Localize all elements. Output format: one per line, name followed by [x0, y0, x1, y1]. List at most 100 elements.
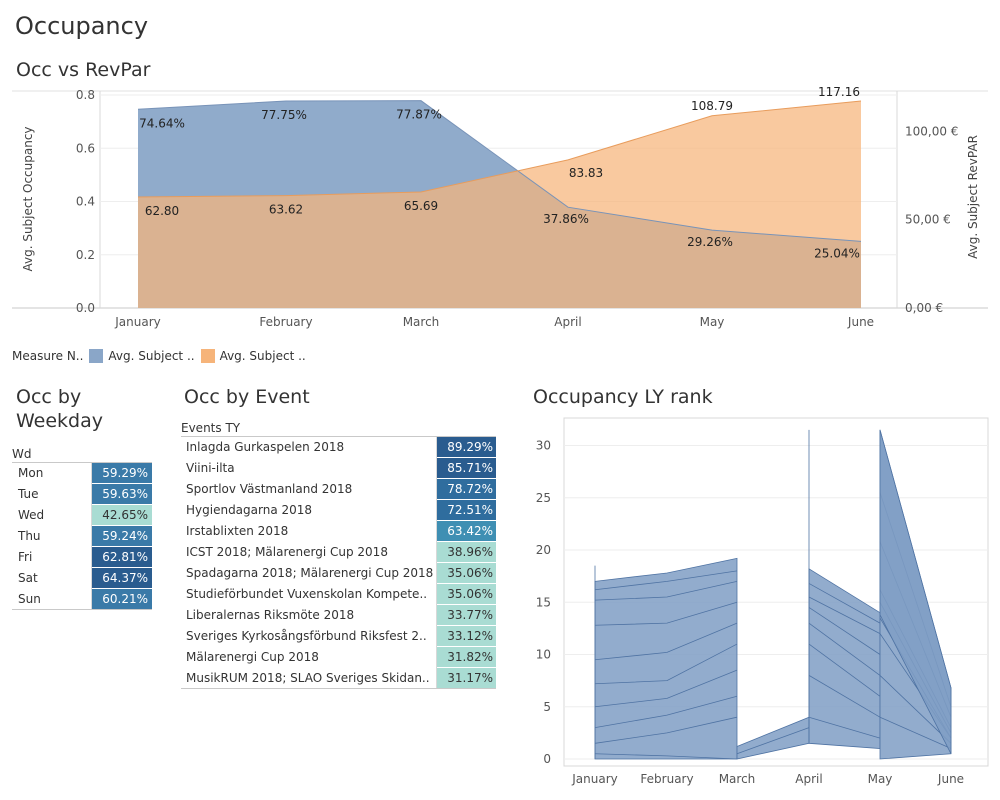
rank-band — [736, 716, 810, 760]
event-row-label: MusikRUM 2018; SLAO Sveriges Skidan.. — [181, 667, 437, 689]
right-axis-label: Avg. Subject RevPAR — [966, 135, 980, 259]
weekday-row-label: Mon — [12, 462, 93, 484]
event-row-label: Spadagarna 2018; Mälarenergi Cup 2018 — [181, 562, 437, 584]
rank-series-line — [594, 669, 738, 708]
event-row[interactable]: Mälarenergi Cup 2018 31.82% — [181, 646, 496, 668]
rank-x-tick-label: February — [640, 772, 693, 786]
weekday-row[interactable]: Fri 62.81% — [12, 546, 152, 568]
event-row-value: 35.06% — [436, 583, 496, 605]
event-row[interactable]: Inlagda Gurkaspelen 2018 89.29% — [181, 436, 496, 458]
rank-series-line — [879, 716, 952, 749]
x-tick-label: March — [403, 315, 440, 329]
legend-swatch-revpar — [200, 349, 215, 363]
occupancy-data-label: 29.26% — [687, 235, 733, 249]
occupancy-data-label: 77.75% — [261, 108, 307, 122]
event-row-value: 31.82% — [436, 646, 496, 668]
weekday-row-value: 62.81% — [91, 546, 152, 568]
rank-series-line — [594, 716, 738, 744]
event-row[interactable]: Hygiendagarna 2018 72.51% — [181, 499, 496, 521]
right-tick-label: 100,00 € — [905, 124, 958, 138]
rank-x-tick-label: January — [571, 772, 618, 786]
rank-plot-frame — [563, 417, 989, 767]
weekday-row-label: Sun — [12, 588, 93, 610]
event-row[interactable]: Liberalernas Riksmöte 2018 33.77% — [181, 604, 496, 626]
weekday-row[interactable]: Tue 59.63% — [12, 483, 152, 505]
event-table: Events TY Inlagda Gurkaspelen 2018 89.29%… — [181, 420, 496, 689]
event-row-label: ICST 2018; Mälarenergi Cup 2018 — [181, 541, 437, 563]
x-tick-label: February — [259, 315, 312, 329]
x-tick-label: June — [847, 315, 874, 329]
event-row-value: 38.96% — [436, 541, 496, 563]
legend-item-revpar[interactable]: Avg. Subject .. — [219, 349, 306, 363]
weekday-row-value: 59.63% — [91, 483, 152, 505]
occupancy-data-label: 74.64% — [139, 116, 185, 130]
weekday-row[interactable]: Thu 59.24% — [12, 525, 152, 547]
left-axis-label: Avg. Subject Occupancy — [21, 126, 35, 271]
rank-x-tick-label: June — [937, 772, 964, 786]
event-row-value: 89.29% — [436, 436, 496, 458]
event-row[interactable]: Viini-ilta 85.71% — [181, 457, 496, 479]
rank-band — [879, 429, 952, 754]
event-row[interactable]: Sportlov Västmanland 2018 78.72% — [181, 478, 496, 500]
weekday-row-label: Tue — [12, 483, 93, 505]
event-row-value: 72.51% — [436, 499, 496, 521]
legend-swatch-occupancy — [89, 349, 104, 363]
rank-band — [808, 568, 881, 749]
weekday-row-label: Wed — [12, 504, 93, 526]
weekday-row[interactable]: Wed 42.65% — [12, 504, 152, 526]
rank-series-line — [808, 607, 881, 655]
left-tick-label: 0.2 — [76, 248, 95, 262]
rank-series-line — [808, 583, 881, 624]
rank-series-line — [594, 695, 738, 729]
event-row[interactable]: Irstablixten 2018 63.42% — [181, 520, 496, 542]
event-row[interactable]: Spadagarna 2018; Mälarenergi Cup 2018 35.… — [181, 562, 496, 584]
rank-series-line — [808, 596, 881, 634]
rank-chart[interactable]: 0 5 10 15 20 25 30 January February March April May… — [520, 412, 995, 800]
rank-series-line — [879, 675, 952, 744]
revpar-data-label: 83.83 — [569, 166, 603, 180]
x-tick-label: January — [114, 315, 161, 329]
event-row-value: 33.77% — [436, 604, 496, 626]
event-row-value: 85.71% — [436, 457, 496, 479]
rank-series-line — [808, 643, 881, 697]
rank-series-line — [594, 622, 738, 661]
weekday-row[interactable]: Sun 60.21% — [12, 588, 152, 610]
legend-title: Measure N.. — [12, 349, 84, 363]
weekday-row[interactable]: Sat 64.37% — [12, 567, 152, 589]
event-row-value: 78.72% — [436, 478, 496, 500]
legend-item-occupancy[interactable]: Avg. Subject .. — [108, 349, 195, 363]
event-row[interactable]: ICST 2018; Mälarenergi Cup 2018 38.96% — [181, 541, 496, 563]
event-row[interactable]: Sveriges Kyrkosångsförbund Riksfest 2.. 3… — [181, 625, 496, 647]
event-row-label: Irstablixten 2018 — [181, 520, 437, 542]
occupancy-data-label: 37.86% — [543, 212, 589, 226]
rank-series-line — [808, 675, 881, 718]
revpar-data-label: 108.79 — [691, 99, 733, 113]
event-row-value: 33.12% — [436, 625, 496, 647]
rank-y-tick-label: 15 — [536, 595, 551, 609]
page-title: Occupancy — [15, 12, 149, 40]
revpar-area — [138, 101, 861, 308]
rank-series-line — [808, 716, 881, 739]
weekday-row-value: 60.21% — [91, 588, 152, 610]
weekday-row[interactable]: Mon 59.29% — [12, 462, 152, 484]
rank-band — [594, 557, 738, 760]
occ-vs-revpar-chart[interactable]: 0.0 0.2 0.4 0.6 0.8 0,00 € 50,00 € 100,00 € Avg.… — [0, 82, 1000, 344]
weekday-row-label: Fri — [12, 546, 93, 568]
rank-y-tick-label: 20 — [536, 543, 551, 557]
rank-x-tick-label: March — [719, 772, 756, 786]
rank-y-tick-label: 5 — [543, 700, 551, 714]
rank-x-tick-label: April — [795, 772, 822, 786]
rank-series-line — [594, 753, 738, 760]
weekday-title-line2: Weekday — [16, 410, 104, 432]
event-row[interactable]: MusikRUM 2018; SLAO Sveriges Skidan.. 31.… — [181, 667, 496, 689]
right-tick-label: 50,00 € — [905, 213, 951, 227]
x-tick-label: April — [554, 315, 581, 329]
rank-series-line — [594, 643, 738, 685]
event-row[interactable]: Studieförbundet Vuxenskolan Kompete.. 35.… — [181, 583, 496, 605]
weekday-table: Wd Mon 59.29% Tue 59.63% Wed 42.65% Thu 59.24% F… — [12, 446, 152, 610]
revpar-data-label: 117.16 — [818, 85, 860, 99]
weekday-row-value: 59.29% — [91, 462, 152, 484]
occupancy-line — [137, 100, 862, 242]
event-title: Occ by Event — [184, 386, 310, 408]
rank-series-line — [594, 570, 738, 591]
